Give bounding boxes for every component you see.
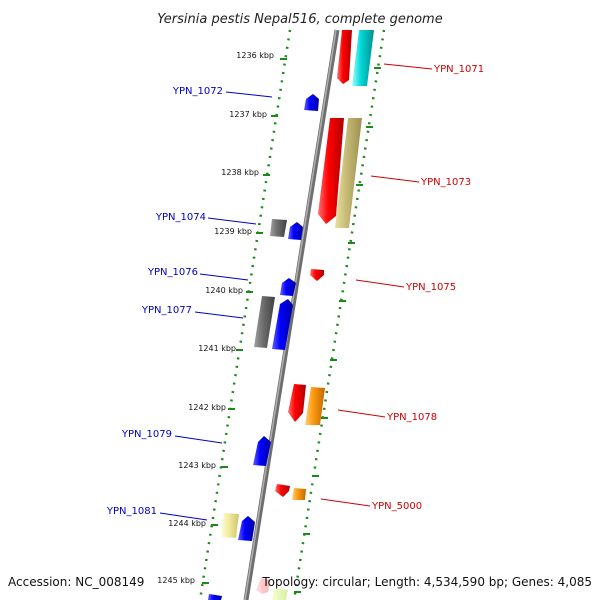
gene-ypn-1077-block[interactable] xyxy=(254,296,275,348)
leader-line xyxy=(207,217,257,225)
gene-label-ypn-1071[interactable]: YPN_1071 xyxy=(433,64,484,75)
gene-ypn-1076-arrow[interactable] xyxy=(280,278,296,296)
leader-line xyxy=(320,498,371,507)
kbp-label: 1236 kbp xyxy=(236,51,274,60)
forward-ticks xyxy=(294,67,381,593)
kbp-label: 1238 kbp xyxy=(221,168,259,177)
leader-line xyxy=(337,409,386,418)
gene-label-ypn-1078[interactable]: YPN_1078 xyxy=(386,412,437,423)
forward-leaders xyxy=(320,63,433,507)
kbp-labels: 1236 kbp 1237 kbp 1238 kbp 1239 kbp 1240… xyxy=(157,51,274,585)
leader-line xyxy=(199,273,249,281)
accession-text: Accession: NC_008149 xyxy=(8,575,144,589)
gene-ypn-5000-block[interactable] xyxy=(292,488,306,500)
gene-ypn-1073-arrow[interactable] xyxy=(318,118,344,224)
kbp-label: 1242 kbp xyxy=(188,403,226,412)
gene-label-ypn-1079[interactable]: YPN_1079 xyxy=(121,429,172,440)
kbp-label: 1237 kbp xyxy=(229,110,267,119)
reverse-leaders xyxy=(159,91,273,521)
gene-label-ypn-1081[interactable]: YPN_1081 xyxy=(106,506,157,517)
gene-ypn-1072-arrow[interactable] xyxy=(304,94,319,111)
gene-label-ypn-1077[interactable]: YPN_1077 xyxy=(141,305,192,316)
gene-ypn-1079-arrow[interactable] xyxy=(253,436,271,466)
gene-ypn-1075-arrow[interactable] xyxy=(310,269,324,281)
gene-red-small[interactable] xyxy=(275,484,290,497)
map-title: Yersinia pestis Nepal516, complete genom… xyxy=(157,12,442,27)
kbp-ticks xyxy=(202,58,287,584)
gene-label-ypn-1074[interactable]: YPN_1074 xyxy=(155,212,206,223)
gene-label-ypn-5000[interactable]: YPN_5000 xyxy=(371,501,422,512)
leader-line xyxy=(194,311,244,319)
gene-olive-block[interactable] xyxy=(335,118,362,228)
forward-strand-track xyxy=(292,29,386,600)
gene-ypn-1078-arrow[interactable] xyxy=(288,384,306,422)
gene-ypn-1081-block[interactable] xyxy=(221,513,239,538)
leader-line xyxy=(225,91,273,98)
forward-genes xyxy=(256,30,374,600)
gene-ypn-1074-block[interactable] xyxy=(270,219,287,237)
gene-blue-arrow[interactable] xyxy=(288,222,303,240)
kbp-label: 1244 kbp xyxy=(168,519,206,528)
leader-line xyxy=(355,279,405,288)
gene-blue-arrow-2[interactable] xyxy=(238,516,255,541)
gene-lime-partial[interactable] xyxy=(272,588,288,600)
kbp-label: 1245 kbp xyxy=(157,576,195,585)
topology-text: Topology: circular; Length: 4,534,590 bp… xyxy=(261,575,592,589)
gene-pink-partial[interactable] xyxy=(256,578,270,594)
genome-backbone xyxy=(243,29,340,600)
leader-line xyxy=(174,435,223,444)
gene-ypn-1071-arrow[interactable] xyxy=(337,30,352,84)
reverse-genes xyxy=(208,94,319,600)
kbp-label: 1240 kbp xyxy=(205,286,243,295)
gene-cyan-block[interactable] xyxy=(352,30,374,86)
kbp-label: 1239 kbp xyxy=(214,227,252,236)
gene-label-ypn-1072[interactable]: YPN_1072 xyxy=(172,86,223,97)
leader-line xyxy=(159,512,208,521)
leader-line xyxy=(383,63,433,70)
reverse-gene-labels: YPN_1072 YPN_1074 YPN_1076 YPN_1077 YPN_… xyxy=(106,86,223,517)
gene-label-ypn-1076[interactable]: YPN_1076 xyxy=(147,267,198,278)
kbp-label: 1243 kbp xyxy=(178,461,216,470)
accession-backdrop xyxy=(0,571,152,593)
gene-label-ypn-1075[interactable]: YPN_1075 xyxy=(405,282,456,293)
leader-line xyxy=(370,175,420,183)
gene-label-ypn-1073[interactable]: YPN_1073 xyxy=(420,177,471,188)
kbp-label: 1241 kbp xyxy=(198,344,236,353)
forward-gene-labels: YPN_1071 YPN_1073 YPN_1075 YPN_1078 YPN_… xyxy=(371,64,484,512)
gene-blue-long-arrow[interactable] xyxy=(272,299,293,350)
gene-blue-partial[interactable] xyxy=(208,594,222,600)
gene-orange-block[interactable] xyxy=(305,387,325,425)
